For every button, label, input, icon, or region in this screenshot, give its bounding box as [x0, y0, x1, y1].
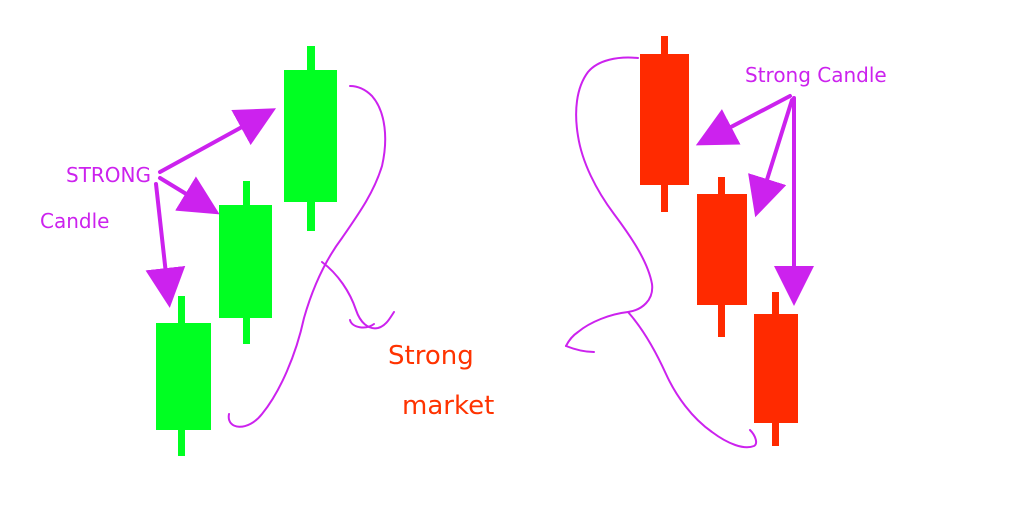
- bearish-momentum-curve: [565, 56, 654, 347]
- arrow-to-bullish-candle-2: [158, 176, 220, 215]
- bearish-candle-1: [640, 36, 689, 212]
- strong-label: STRONG: [66, 163, 151, 187]
- bullish-candle-1-body: [156, 323, 211, 430]
- left-annotation-arrows: [145, 108, 277, 308]
- arrow-to-bearish-candle-1: [695, 94, 792, 146]
- bullish-candle-2: [219, 181, 272, 344]
- strong-market-label-line1: Strong: [388, 341, 474, 371]
- bearish-curve-hook: [565, 345, 595, 353]
- bullish-candle-3-body: [284, 70, 337, 202]
- strong-candle-label: Strong Candle: [745, 63, 887, 87]
- freehand-curves: [227, 56, 758, 449]
- strong-market-label-line2: market: [402, 391, 494, 421]
- bearish-candle-2-body: [697, 194, 747, 305]
- bullish-candle-2-body: [219, 205, 272, 318]
- arrow-to-bearish-candle-2: [748, 98, 794, 218]
- bullish-curve-hook: [349, 319, 375, 329]
- bullish-momentum-curve: [227, 85, 387, 428]
- bullish-candle-3: [284, 46, 337, 231]
- bullish-candle-1: [156, 296, 211, 456]
- bullish-candles: [156, 46, 337, 456]
- bullish-curve-tail: [321, 261, 395, 330]
- arrow-to-bullish-candle-1: [145, 182, 186, 308]
- bearish-candle-3: [754, 292, 798, 446]
- bearish-candles: [640, 36, 798, 446]
- arrow-to-bullish-candle-3: [158, 108, 277, 174]
- candle-label: Candle: [40, 209, 109, 233]
- right-annotation-arrows: [695, 94, 814, 306]
- bearish-candle-3-body: [754, 314, 798, 423]
- bearish-candle-2: [697, 177, 747, 337]
- bearish-curve-tail: [627, 311, 758, 449]
- bearish-candle-1-body: [640, 54, 689, 185]
